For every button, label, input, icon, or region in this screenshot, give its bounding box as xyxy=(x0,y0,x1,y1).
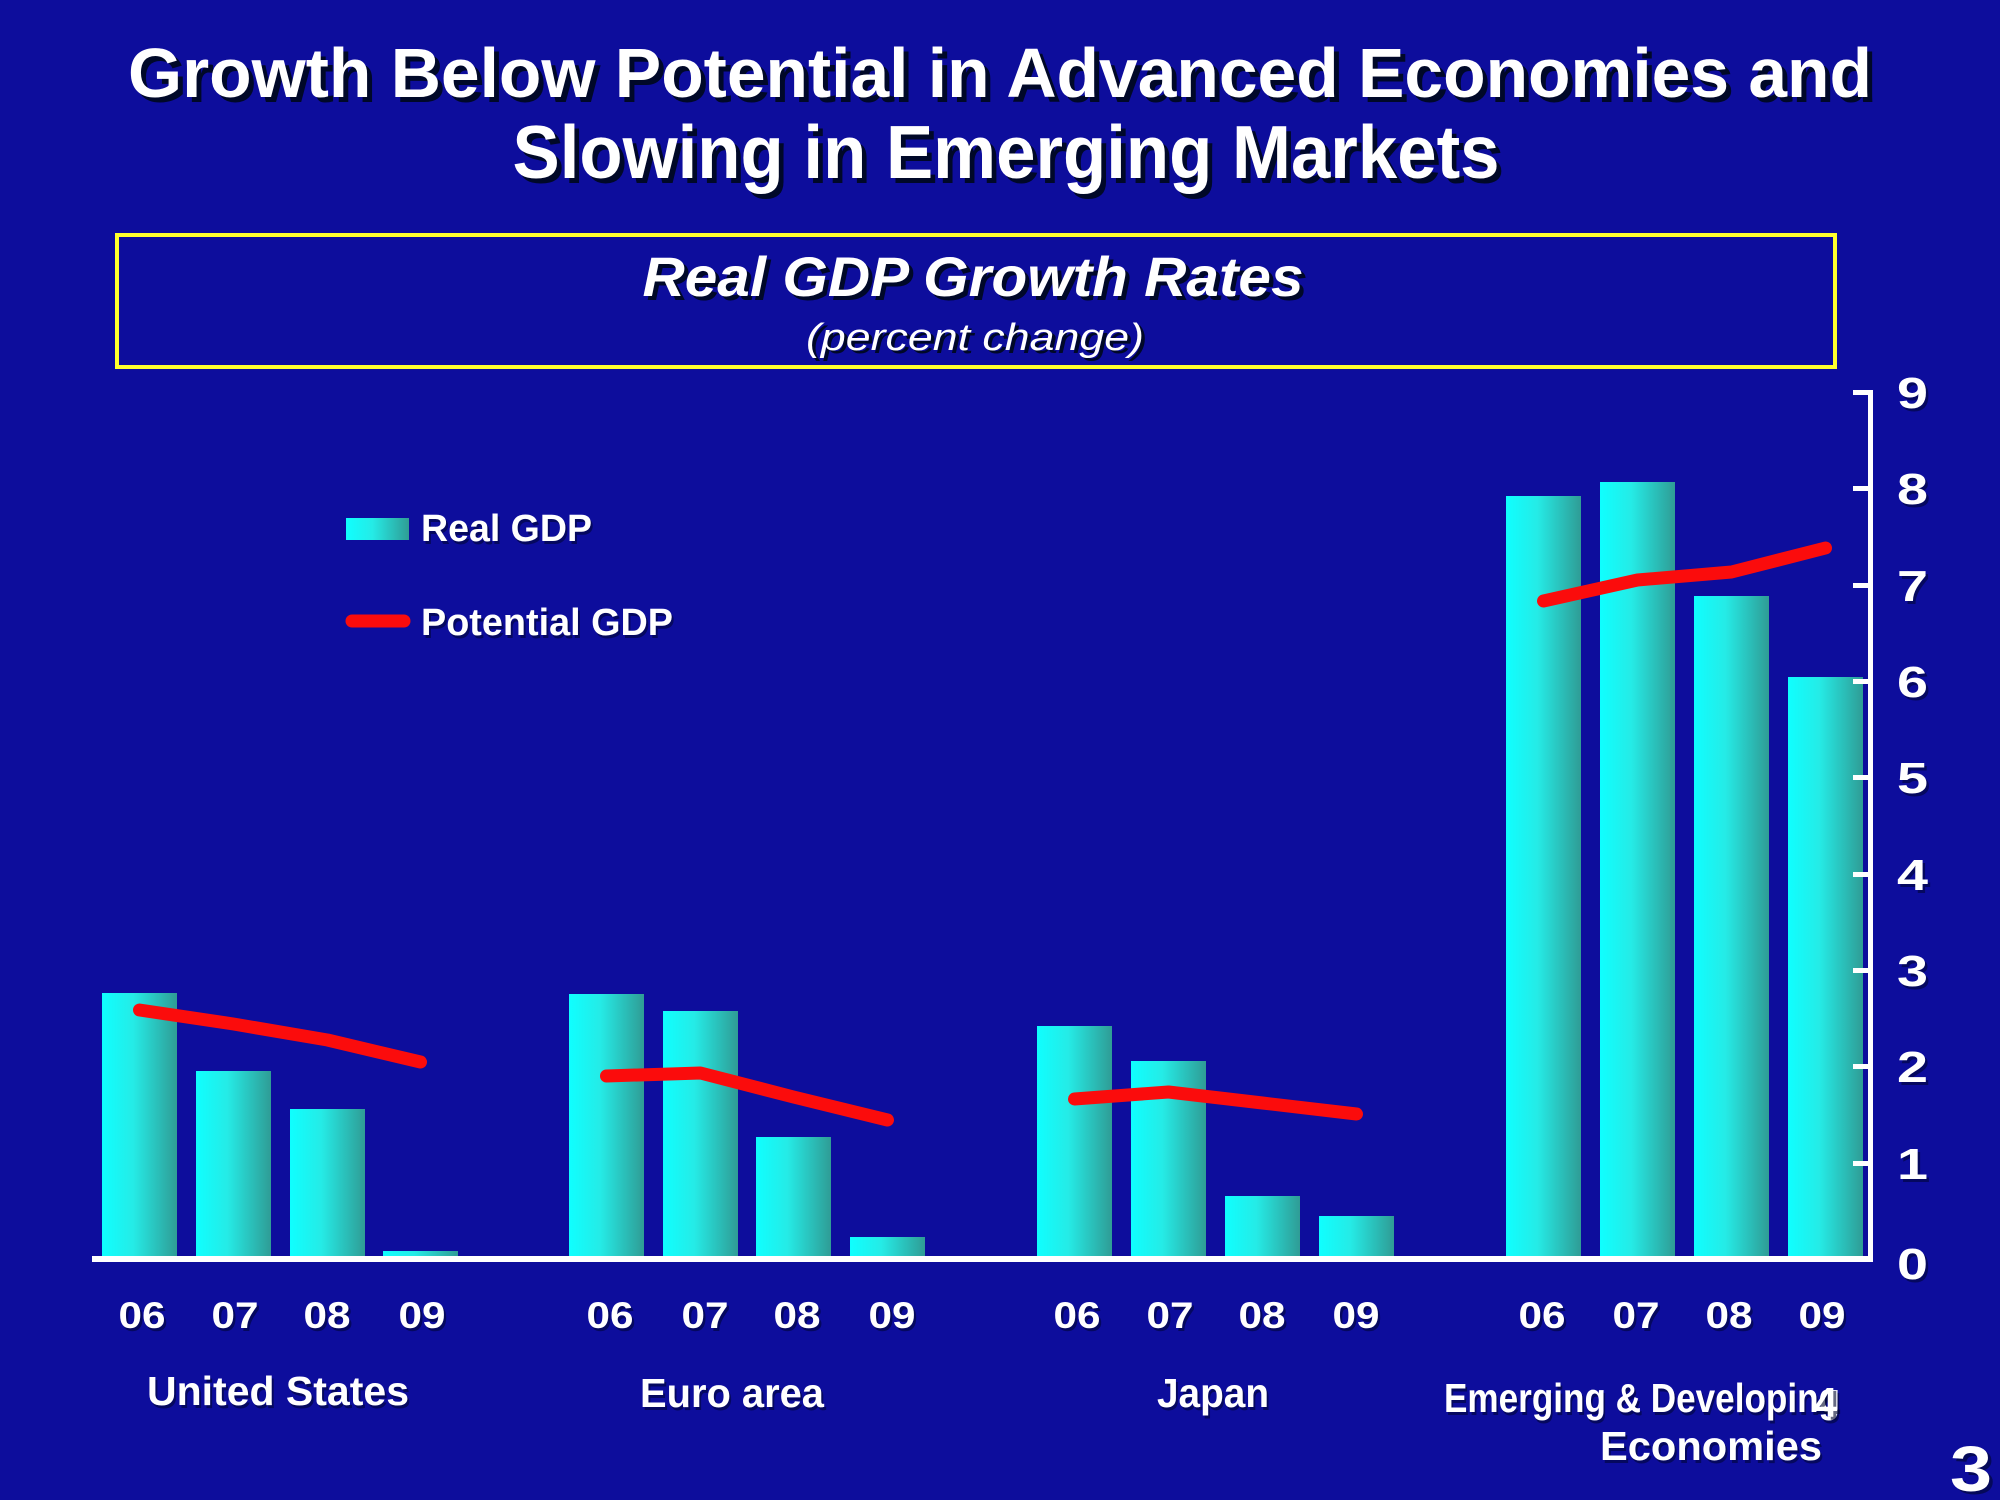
svg-text:07: 07 xyxy=(212,1295,259,1336)
svg-text:06: 06 xyxy=(119,1295,166,1336)
svg-text:09: 09 xyxy=(869,1295,916,1336)
svg-text:09: 09 xyxy=(1333,1295,1380,1336)
svg-text:6: 6 xyxy=(1897,658,1928,707)
svg-text:07: 07 xyxy=(1147,1295,1194,1336)
svg-text:Growth Below Potential in Adva: Growth Below Potential in Advanced Econo… xyxy=(128,34,1872,112)
svg-text:06: 06 xyxy=(1054,1295,1101,1336)
svg-text:08: 08 xyxy=(774,1295,821,1336)
svg-text:07: 07 xyxy=(682,1295,729,1336)
svg-text:United States: United States xyxy=(147,1368,409,1414)
svg-text:Slowing in Emerging Markets: Slowing in Emerging Markets xyxy=(513,110,1500,194)
svg-text:06: 06 xyxy=(587,1295,634,1336)
svg-text:5: 5 xyxy=(1897,754,1928,803)
svg-text:07: 07 xyxy=(1613,1295,1660,1336)
svg-text:09: 09 xyxy=(1799,1295,1846,1336)
svg-text:3: 3 xyxy=(1897,947,1928,996)
svg-text:Emerging & Developing: Emerging & Developing xyxy=(1444,1375,1840,1421)
svg-text:Real GDP: Real GDP xyxy=(421,508,592,550)
svg-text:Japan: Japan xyxy=(1157,1370,1269,1416)
svg-text:3: 3 xyxy=(1950,1433,1992,1500)
svg-text:1: 1 xyxy=(1897,1140,1928,1189)
svg-text:Euro area: Euro area xyxy=(640,1370,825,1416)
svg-text:(percent change): (percent change) xyxy=(806,317,1144,359)
svg-text:08: 08 xyxy=(304,1295,351,1336)
svg-text:09: 09 xyxy=(399,1295,446,1336)
svg-text:06: 06 xyxy=(1519,1295,1566,1336)
svg-text:Economies: Economies xyxy=(1600,1423,1822,1469)
svg-text:4: 4 xyxy=(1814,1379,1838,1426)
svg-text:8: 8 xyxy=(1897,465,1928,514)
svg-text:4: 4 xyxy=(1897,851,1929,900)
svg-text:08: 08 xyxy=(1706,1295,1753,1336)
svg-text:08: 08 xyxy=(1239,1295,1286,1336)
svg-text:Real GDP Growth Rates: Real GDP Growth Rates xyxy=(643,245,1304,308)
svg-text:7: 7 xyxy=(1897,562,1928,611)
svg-text:2: 2 xyxy=(1897,1043,1928,1092)
svg-text:9: 9 xyxy=(1897,369,1928,418)
svg-text:0: 0 xyxy=(1897,1240,1928,1289)
svg-text:Potential GDP: Potential GDP xyxy=(421,602,673,644)
